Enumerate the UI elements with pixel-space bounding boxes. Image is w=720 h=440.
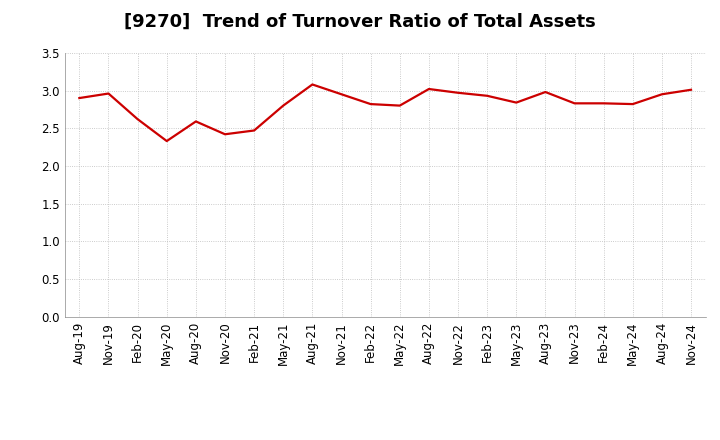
Text: [9270]  Trend of Turnover Ratio of Total Assets: [9270] Trend of Turnover Ratio of Total …: [124, 13, 596, 31]
